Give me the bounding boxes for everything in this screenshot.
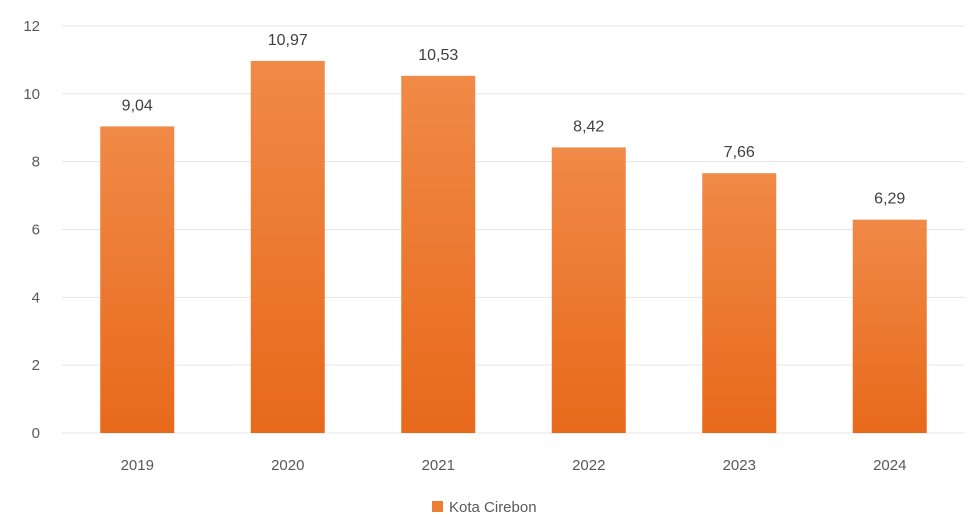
y-tick-label: 4 xyxy=(32,289,40,306)
x-tick-label: 2021 xyxy=(422,457,455,474)
bar xyxy=(551,147,626,433)
bar xyxy=(250,60,325,433)
x-tick-label: 2020 xyxy=(271,457,304,474)
gridlines xyxy=(62,25,965,434)
data-label: 8,42 xyxy=(573,118,604,135)
legend-label: Kota Cirebon xyxy=(449,499,537,516)
x-tick-label: 2023 xyxy=(723,457,756,474)
bar xyxy=(702,173,777,433)
y-tick-label: 2 xyxy=(32,357,40,374)
y-tick-label: 10 xyxy=(23,86,40,103)
y-tick-label: 6 xyxy=(32,222,40,239)
data-label: 7,66 xyxy=(724,144,755,161)
x-tick-label: 2019 xyxy=(121,457,154,474)
y-tick-label: 8 xyxy=(32,154,40,171)
bar xyxy=(100,126,175,433)
x-tick-label: 2022 xyxy=(572,457,605,474)
data-label: 10,53 xyxy=(418,47,458,64)
legend: Kota Cirebon xyxy=(432,499,537,516)
y-tick-label: 0 xyxy=(32,425,40,442)
data-labels: 9,04 10,97 10,53 8,42 7,66 6,29 xyxy=(122,32,906,208)
data-label: 6,29 xyxy=(874,191,905,208)
bar xyxy=(852,219,927,433)
bars xyxy=(100,60,927,434)
y-tick-label: 12 xyxy=(23,18,40,35)
legend-swatch xyxy=(432,501,443,512)
x-tick-label: 2024 xyxy=(873,457,906,474)
bar xyxy=(401,75,476,434)
data-label: 10,97 xyxy=(268,32,308,49)
y-axis-ticks: 0 2 4 6 8 10 12 xyxy=(23,18,40,442)
x-axis-ticks: 2019 2020 2021 2022 2023 2024 xyxy=(121,457,907,474)
data-label: 9,04 xyxy=(122,97,153,114)
